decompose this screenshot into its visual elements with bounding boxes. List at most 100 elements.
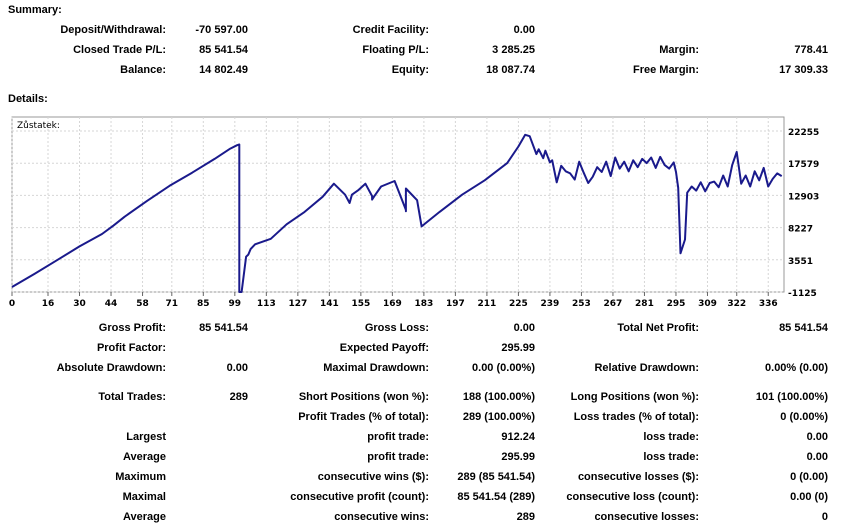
floating-pl-value: 3 285.25	[492, 44, 535, 56]
details-row-8-l2: consecutive profit (count):	[290, 491, 429, 503]
details-row-2-v2: 0.00 (0.00%)	[472, 362, 535, 374]
x-tick-label: 141	[320, 299, 339, 309]
details-row-0-v2: 0.00	[513, 322, 535, 334]
details-row-5-l3: loss trade:	[643, 431, 699, 443]
details-row-4-v2: 289 (100.00%)	[462, 411, 535, 423]
details-row-5-l1: Largest	[126, 431, 166, 443]
details-row-0-l2: Gross Loss:	[364, 322, 429, 334]
details-row-6-l3: loss trade:	[643, 451, 699, 463]
details-row-3-v1: 289	[229, 391, 248, 403]
y-tick-label: 8227	[788, 225, 813, 235]
details-row-7-l3: consecutive losses ($):	[577, 471, 699, 483]
x-tick-label: 197	[446, 299, 465, 309]
details-row-8-l1: Maximal	[122, 491, 166, 503]
details-row-0-v1: 85 541.54	[199, 322, 248, 334]
details-row-4-v3: 0 (0.00%)	[780, 411, 828, 423]
closed-pl-label: Closed Trade P/L:	[73, 44, 166, 56]
balance-label: Balance:	[120, 64, 166, 76]
margin-value: 778.41	[794, 44, 828, 56]
details-row-2-l3: Relative Drawdown:	[594, 362, 699, 374]
x-tick-label: 183	[414, 299, 433, 309]
details-row-2-l1: Absolute Drawdown:	[56, 362, 166, 374]
x-tick-label: 85	[197, 299, 210, 309]
equity-value: 18 087.74	[486, 64, 535, 76]
details-row-0-l3: Total Net Profit:	[617, 322, 699, 334]
x-tick-label: 253	[572, 299, 591, 309]
x-tick-label: 16	[42, 299, 55, 309]
credit-value: 0.00	[513, 24, 535, 36]
details-row-6-v2: 295.99	[501, 451, 535, 463]
x-tick-label: 30	[73, 299, 86, 309]
y-tick-label: -1125	[788, 289, 817, 299]
details-row-4-l2: Profit Trades (% of total):	[298, 411, 429, 423]
balance-value: 14 802.49	[199, 64, 248, 76]
plot-area	[11, 116, 785, 293]
y-tick-label: 12903	[788, 192, 819, 202]
details-row-9-l3: consecutive losses:	[594, 511, 699, 523]
credit-label: Credit Facility:	[352, 24, 429, 36]
x-tick-label: 169	[383, 299, 402, 309]
details-row-7-v2: 289 (85 541.54)	[457, 471, 535, 483]
balance-line	[11, 133, 783, 293]
details-row-0-l1: Gross Profit:	[98, 322, 166, 334]
floating-pl-label: Floating P/L:	[362, 44, 429, 56]
y-tick-label: 3551	[788, 257, 813, 267]
x-tick-label: 239	[541, 299, 560, 309]
x-tick-label: 155	[351, 299, 370, 309]
details-row-3-l3: Long Positions (won %):	[570, 391, 699, 403]
x-tick-label: 225	[509, 299, 528, 309]
equity-label: Equity:	[391, 64, 429, 76]
details-row-9-l1: Average	[122, 511, 166, 523]
details-row-3-v3: 101 (100.00%)	[755, 391, 828, 403]
details-row-8-l3: consecutive loss (count):	[566, 491, 699, 503]
details-row-5-v2: 912.24	[501, 431, 535, 443]
details-row-3-v2: 188 (100.00%)	[462, 391, 535, 403]
deposit-value: -70 597.00	[195, 24, 248, 36]
x-tick-label: 267	[604, 299, 623, 309]
deposit-label: Deposit/Withdrawal:	[60, 24, 166, 36]
x-tick-label: 281	[635, 299, 654, 309]
details-row-9-v3: 0	[821, 511, 828, 523]
y-tick-label: 22255	[788, 128, 819, 138]
details-row-5-v3: 0.00	[806, 431, 828, 443]
details-row-7-l2: consecutive wins ($):	[317, 471, 429, 483]
details-row-8-v3: 0.00 (0)	[790, 491, 828, 503]
details-row-6-v3: 0.00	[806, 451, 828, 463]
details-row-9-v2: 289	[516, 511, 535, 523]
x-tick-label: 295	[667, 299, 686, 309]
details-title: Details:	[8, 93, 48, 105]
x-tick-label: 113	[257, 299, 276, 309]
details-row-6-l1: Average	[122, 451, 166, 463]
details-row-5-l2: profit trade:	[367, 431, 429, 443]
x-tick-label: 44	[105, 299, 118, 309]
details-row-3-l2: Short Positions (won %):	[298, 391, 429, 403]
closed-pl-value: 85 541.54	[199, 44, 248, 56]
details-row-6-l2: profit trade:	[367, 451, 429, 463]
x-tick-label: 58	[136, 299, 149, 309]
chart-title: Zůstatek:	[17, 121, 60, 131]
x-tick-label: 0	[9, 299, 15, 309]
x-tick-label: 127	[288, 299, 307, 309]
x-tick-label: 336	[759, 299, 778, 309]
details-row-1-l1: Profit Factor:	[96, 342, 166, 354]
details-row-2-v3: 0.00% (0.00)	[765, 362, 828, 374]
margin-label: Margin:	[659, 44, 699, 56]
y-tick-label: 17579	[788, 160, 819, 170]
x-tick-label: 309	[698, 299, 717, 309]
x-tick-label: 211	[478, 299, 497, 309]
details-row-7-v3: 0 (0.00)	[790, 471, 828, 483]
details-row-4-l3: Loss trades (% of total):	[573, 411, 699, 423]
details-row-8-v2: 85 541.54 (289)	[457, 491, 535, 503]
details-row-2-v1: 0.00	[226, 362, 248, 374]
details-row-1-l2: Expected Payoff:	[339, 342, 429, 354]
details-row-3-l1: Total Trades:	[98, 391, 166, 403]
x-tick-label: 322	[727, 299, 746, 309]
x-tick-label: 99	[229, 299, 242, 309]
details-row-1-v2: 295.99	[501, 342, 535, 354]
free-margin-label: Free Margin:	[632, 64, 699, 76]
x-tick-label: 71	[166, 299, 179, 309]
free-margin-value: 17 309.33	[779, 64, 828, 76]
details-row-9-l2: consecutive wins:	[334, 511, 429, 523]
details-row-2-l2: Maximal Drawdown:	[323, 362, 429, 374]
details-row-7-l1: Maximum	[115, 471, 166, 483]
